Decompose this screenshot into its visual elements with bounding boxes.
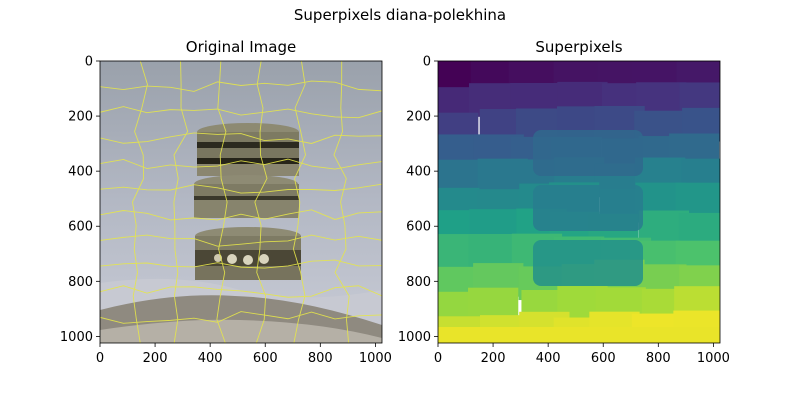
- right-xtick-label: 1000: [697, 351, 730, 366]
- right-axes-frame: [437, 60, 721, 344]
- right-xtick-label: 200: [481, 351, 506, 366]
- left-xtick-label: 1000: [359, 351, 392, 366]
- boundary-line: [100, 285, 382, 298]
- boundary-line: [100, 183, 382, 194]
- superpixel-segment: [468, 234, 519, 268]
- left-xtick-label: 600: [253, 351, 278, 366]
- panel-title-superpixels: Superpixels: [535, 38, 623, 56]
- figure-title: Superpixels diana-polekhina: [293, 6, 507, 24]
- boundary-line: [173, 61, 189, 343]
- superpixel-segment: [533, 185, 643, 231]
- superpixel-segment: [533, 240, 643, 286]
- left-ytick-label: 400: [68, 165, 93, 180]
- boundary-line: [100, 209, 382, 221]
- left-xtick-label: 400: [198, 351, 223, 366]
- superpixel-segment: [438, 159, 481, 194]
- left-ytick-label: 800: [68, 275, 93, 290]
- boundary-line: [333, 61, 350, 343]
- superpixel-boundaries: [100, 61, 382, 343]
- left-ytick-label: 1000: [60, 330, 93, 345]
- right-ytick-label: 0: [423, 55, 431, 70]
- left-axes-frame: [99, 60, 383, 344]
- right-ytick-label: 200: [406, 110, 431, 125]
- right-ytick-label: 400: [406, 165, 431, 180]
- left-ytick-label: 600: [68, 220, 93, 235]
- boundary-line: [100, 132, 382, 144]
- boundary-line: [132, 61, 148, 343]
- right-ytick-label: 600: [406, 220, 431, 235]
- left-xtick-label: 200: [143, 351, 168, 366]
- right-xtick-label: 400: [536, 351, 561, 366]
- boundary-line: [292, 61, 307, 343]
- right-ytick-label: 1000: [398, 330, 431, 345]
- boundary-line: [254, 61, 268, 343]
- panel-title-original: Original Image: [185, 38, 297, 56]
- superpixel-map: [438, 61, 720, 343]
- left-ytick-label: 0: [85, 55, 93, 70]
- superpixel-segment: [438, 327, 720, 343]
- boundary-line: [100, 158, 382, 170]
- boundary-line: [100, 234, 382, 247]
- left-ytick-label: 200: [68, 110, 93, 125]
- right-ytick-label: 800: [406, 275, 431, 290]
- original-image: [100, 61, 382, 343]
- right-xtick-label: 800: [646, 351, 671, 366]
- boundary-line: [100, 106, 382, 119]
- macaron-stack: [194, 123, 301, 280]
- boundary-line: [100, 259, 382, 269]
- superpixel-segment: [533, 130, 643, 176]
- left-xtick-label: 800: [308, 351, 333, 366]
- right-xtick-label: 0: [434, 351, 442, 366]
- boundary-line: [100, 311, 382, 324]
- right-xtick-label: 600: [591, 351, 616, 366]
- boundary-line: [216, 61, 228, 343]
- left-xtick-label: 0: [96, 351, 104, 366]
